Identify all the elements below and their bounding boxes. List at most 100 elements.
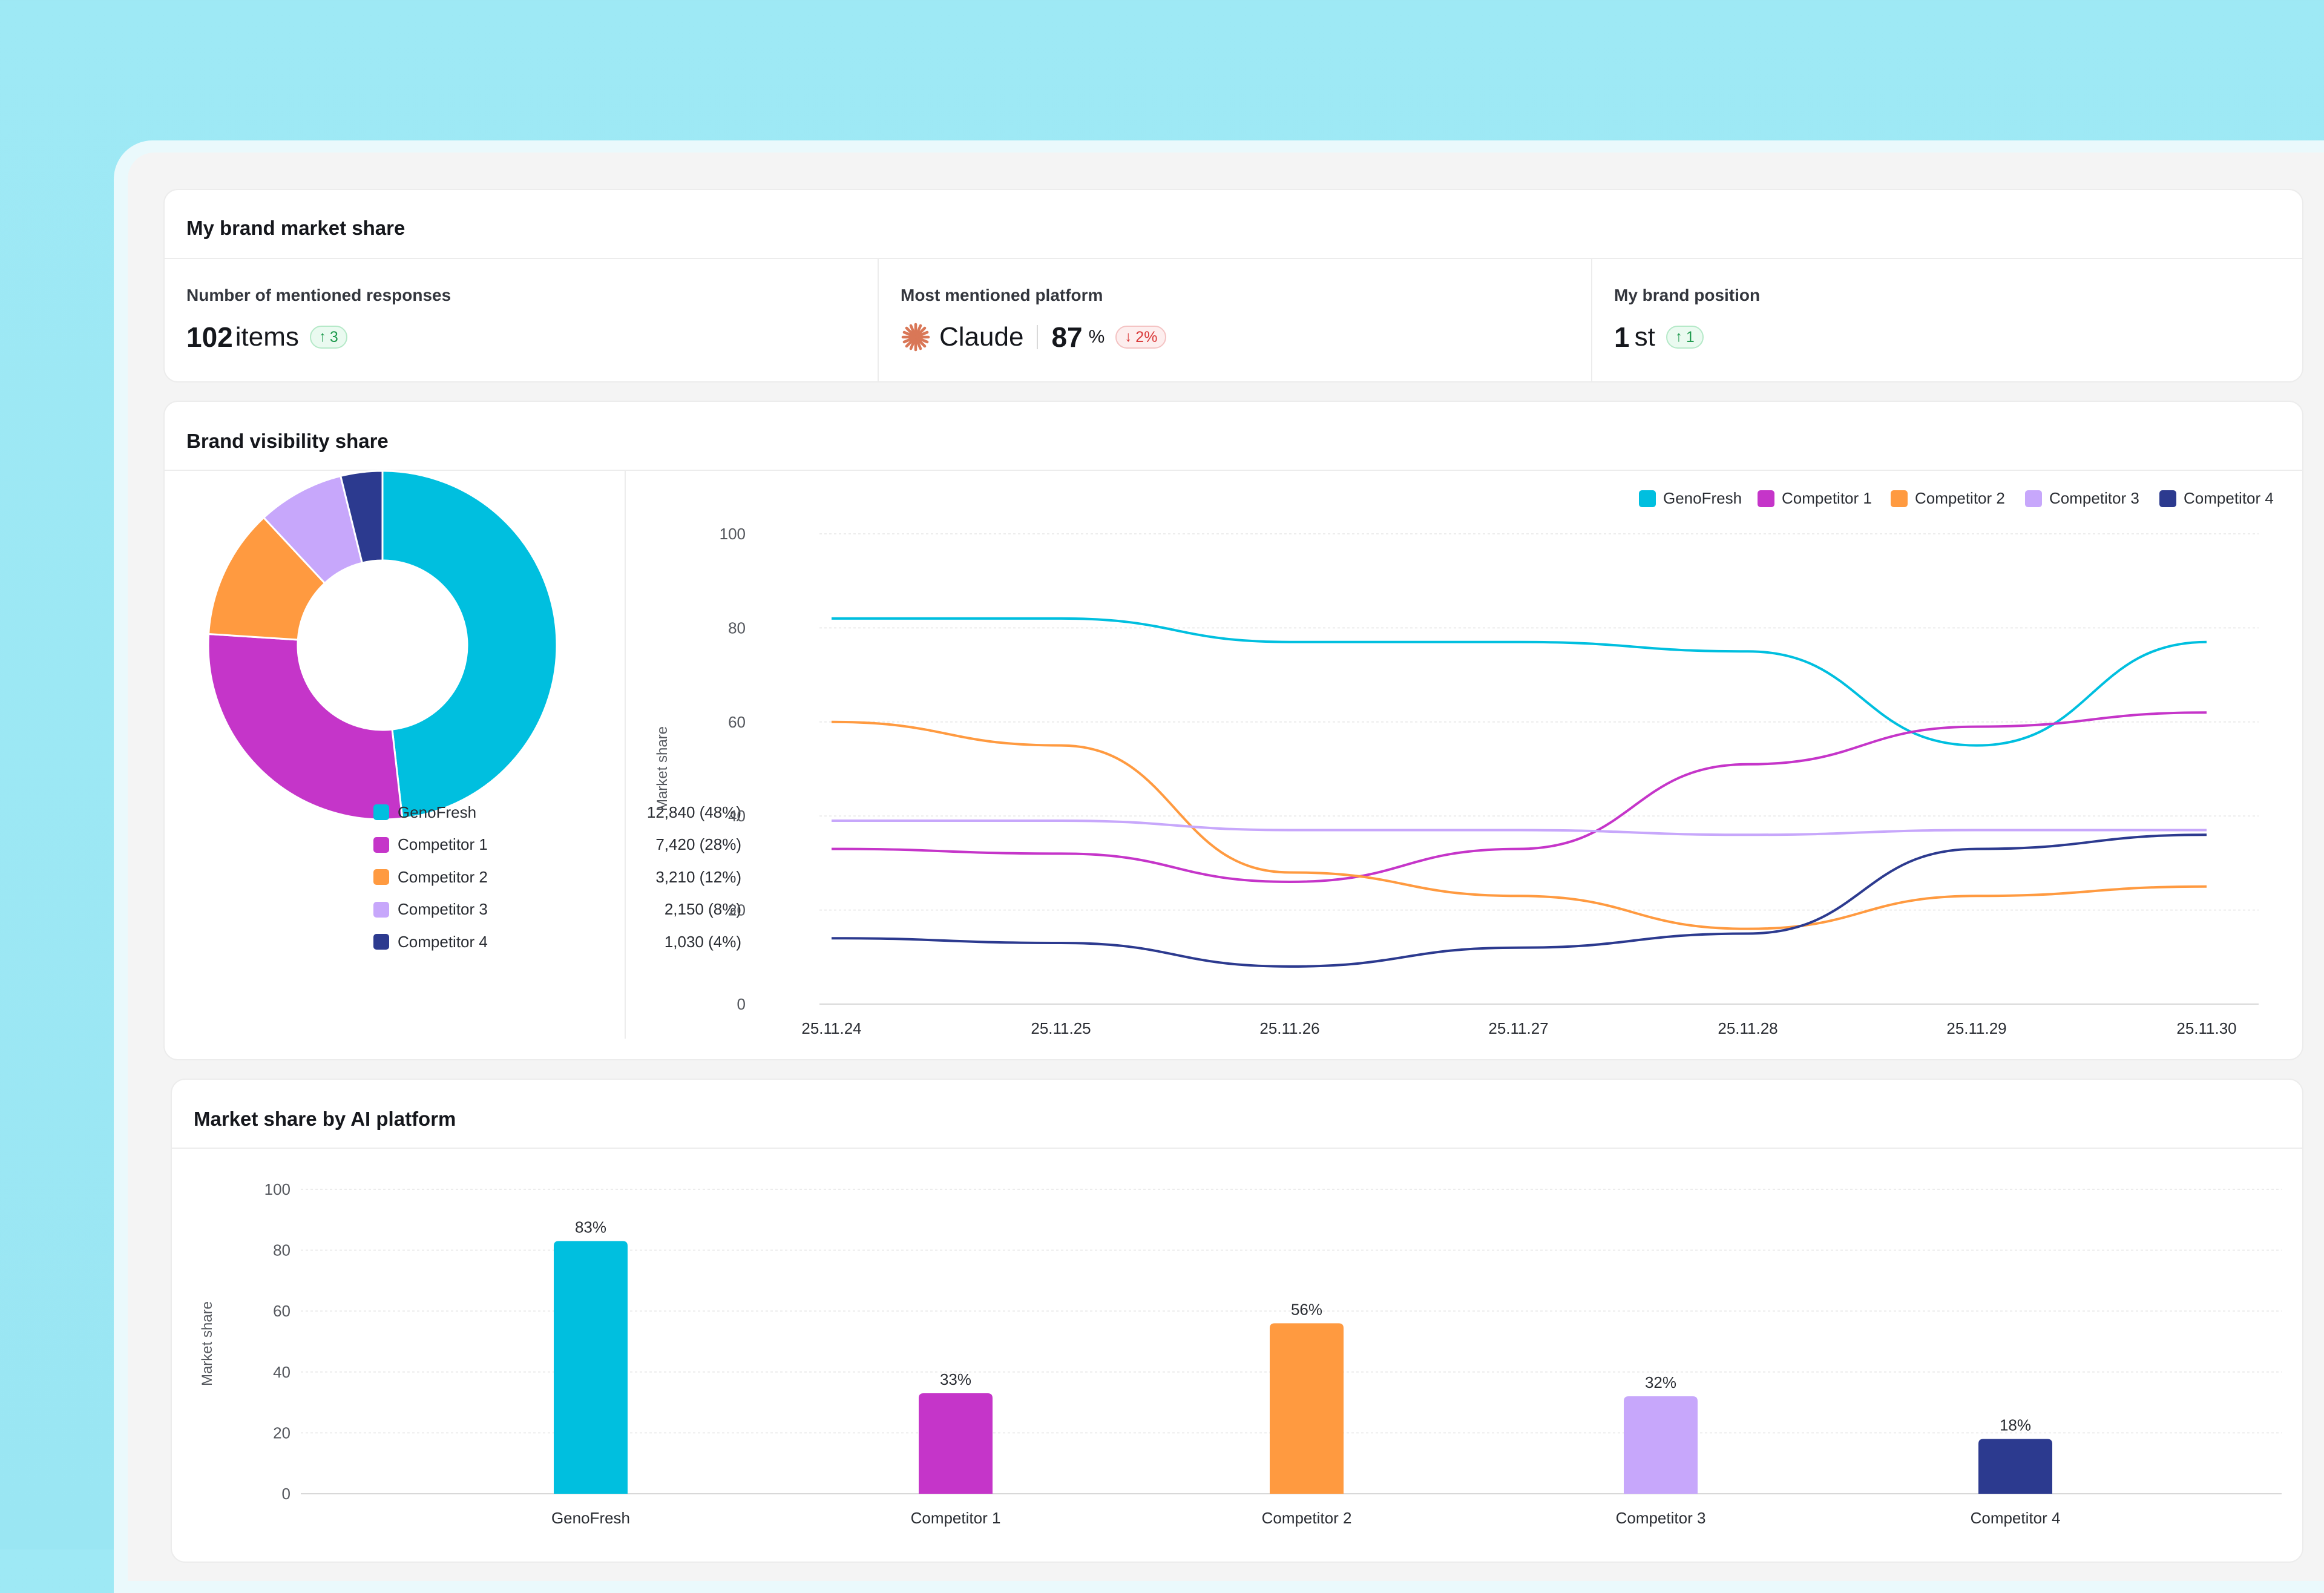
series-line-competitor-1 [831,711,2207,883]
mentioned-unit: items [235,322,299,352]
bar-value-label: 18% [2000,1416,2031,1434]
y-axis-label: Market share [199,1301,215,1386]
legend-swatch [373,901,389,918]
legend-swatch [373,804,389,820]
bar-competitor-1[interactable] [919,1393,993,1494]
mentioned-stat: 102 items ↑ 3 [186,321,347,353]
y-tick-label: 20 [273,1424,290,1442]
legend-label: Competitor 3 [398,900,488,918]
mentioned-value: 102 [186,321,233,353]
line-legend-item-competitor-2[interactable]: Competitor 2 [1891,489,2005,508]
position-label: My brand position [1614,286,1761,304]
legend-item-competitor-4: Competitor 4 1,030 (4%) [373,930,741,954]
line-legend-item-genofresh[interactable]: GenoFresh [1639,489,1742,508]
y-tick-label: 0 [282,1485,290,1503]
mentioned-label: Number of mentioned responses [186,286,451,304]
series-line-genofresh [832,617,2207,747]
platform-bar-card: Market share by AI platform 0 20 40 60 80 100… [171,1079,2303,1563]
legend-item-competitor-3: Competitor 3 2,150 (8%) [373,898,741,922]
line-chart: 0 20 40 60 80 100 Market share 25.11.24 25.11.25… [654,525,2259,1037]
legend-label: Competitor 1 [398,835,488,853]
legend-label: Competitor 2 [398,867,488,886]
bar-competitor-4[interactable] [1978,1439,2052,1494]
x-tick-label: 25.11.29 [1946,1019,2006,1037]
legend-item-competitor-2: Competitor 2 3,210 (12%) [373,865,741,889]
change-badge: ↑ 3 [309,326,347,349]
market-share-card: My brand market share Number of mentione… [163,189,2303,383]
y-tick-label: 80 [728,619,746,637]
x-tick-label: Competitor 2 [1262,1509,1352,1527]
donut-chart [207,470,558,821]
platform-unit: % [1088,327,1105,347]
x-tick-label: 25.11.27 [1488,1019,1548,1037]
donut-slice-competitor-1[interactable] [207,632,404,821]
card-title: My brand market share [186,217,405,239]
legend-label: GenoFresh [1663,489,1742,507]
bar-value-label: 83% [575,1218,606,1237]
x-tick-label: Competitor 1 [911,1509,1001,1527]
x-tick-label: 25.11.24 [801,1019,861,1037]
series-line-competitor-4 [831,833,2207,968]
legend-swatch [2159,490,2176,507]
legend-label: Competitor 4 [2184,489,2274,507]
position-stat: 1 st ↑ 1 [1614,321,1704,353]
claude-logo-icon [901,322,931,352]
legend-value: 12,840 (48%) [646,803,741,821]
legend-value: 1,030 (4%) [664,932,741,951]
y-tick-label: 100 [264,1180,290,1198]
y-axis-label: Market share [654,726,671,811]
x-tick-label: 25.11.26 [1259,1019,1319,1037]
legend-item-competitor-1: Competitor 1 7,420 (28%) [373,833,741,857]
bar-competitor-2[interactable] [1270,1323,1344,1494]
legend-label: Competitor 3 [2049,489,2139,507]
platform-value: 87 [1051,321,1083,353]
series-line-competitor-3 [832,819,2207,836]
x-tick-label: 25.11.28 [1718,1019,1777,1037]
y-tick-label: 20 [728,901,746,919]
x-tick-label: 25.11.25 [1031,1019,1091,1037]
card-title: Brand visibility share [186,430,389,452]
position-unit: st [1634,322,1655,352]
legend-label: Competitor 2 [1915,489,2005,507]
y-tick-label: 0 [737,995,746,1013]
bar-competitor-3[interactable] [1624,1396,1698,1494]
platform-name: Claude [939,322,1024,352]
y-tick-label: 40 [273,1363,290,1381]
y-tick-label: 80 [273,1241,290,1260]
donut-slice-genofresh[interactable] [381,470,558,819]
platform-label: Most mentioned platform [901,286,1103,304]
y-tick-label: 60 [728,713,746,731]
bar-genofresh[interactable] [554,1241,628,1494]
donut-slice-competitor-2[interactable] [208,516,326,641]
bar-value-label: 33% [940,1370,971,1388]
legend-label: Competitor 4 [398,932,488,951]
visibility-card: Brand visibility share GenoFresh 12,840 (… [163,401,2303,1060]
line-legend-item-competitor-4[interactable]: Competitor 4 [2159,489,2274,508]
bar-chart: 0 20 40 60 80 100 Market share 83% GenoFresh 33% C… [199,1180,2282,1527]
change-badge: ↑ 1 [1666,326,1704,349]
line-legend-item-competitor-3[interactable]: Competitor 3 [2025,489,2139,508]
y-tick-label: 60 [273,1302,290,1320]
bar-value-label: 56% [1291,1300,1322,1318]
bar-value-label: 32% [1645,1373,1676,1391]
y-tick-label: 40 [728,807,746,825]
arrow-up-icon: ↑ [1675,329,1682,345]
x-tick-label: 25.11.30 [2176,1019,2236,1037]
arrow-down-icon: ↓ [1124,329,1132,345]
x-tick-label: GenoFresh [551,1509,630,1527]
arrow-up-icon: ↑ [318,329,326,345]
legend-label: GenoFresh [398,803,477,821]
change-badge: ↓ 2% [1115,326,1167,349]
legend-swatch [373,836,389,853]
legend-swatch [1891,490,1908,507]
line-legend-item-competitor-1[interactable]: Competitor 1 [1758,489,1872,508]
legend-item-genofresh: GenoFresh 12,840 (48%) [373,800,741,824]
legend-swatch [1639,490,1656,507]
legend-label: Competitor 1 [1782,489,1872,507]
donut-slice-competitor-4[interactable] [339,470,384,564]
legend-swatch [373,934,389,950]
card-title: Market share by AI platform [194,1108,456,1130]
legend-swatch [1758,490,1774,507]
legend-value: 3,210 (12%) [655,867,741,886]
x-tick-label: Competitor 3 [1616,1509,1706,1527]
